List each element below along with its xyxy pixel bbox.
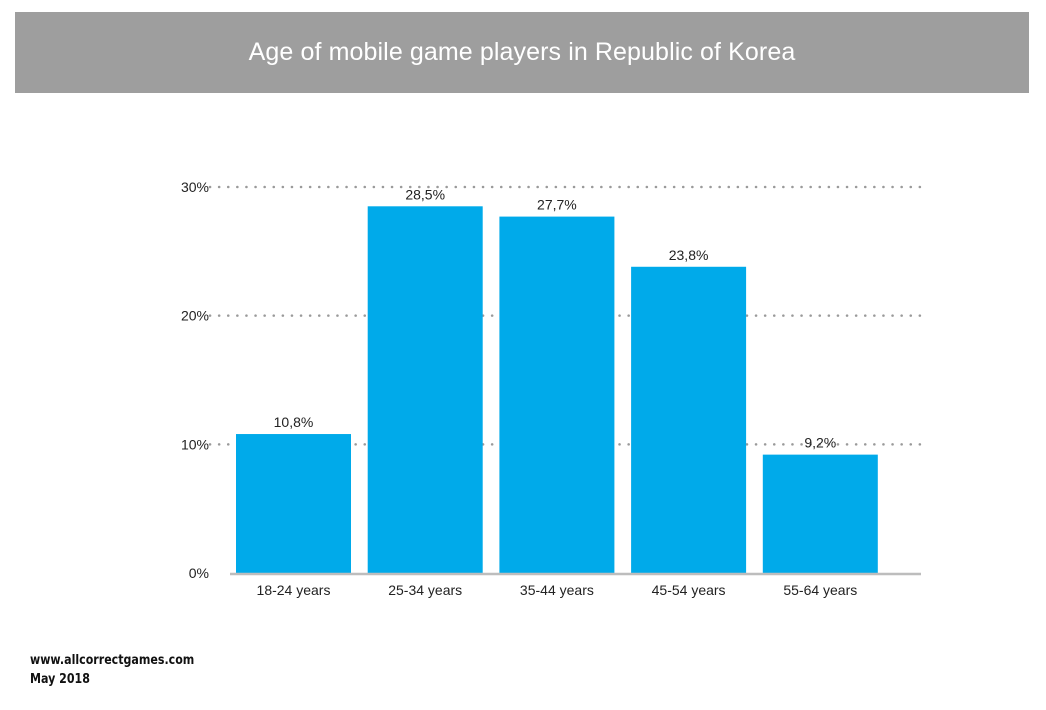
title-bar: Age of mobile game players in Republic o… [15,12,1029,93]
x-tick-label: 35-44 years [520,582,594,598]
data-label: 27,7% [537,197,577,213]
bar [367,206,483,574]
y-tick-label: 0% [189,565,209,581]
chart-title: Age of mobile game players in Republic o… [248,38,796,66]
y-tick-label: 20% [181,308,209,324]
bar [236,434,351,573]
data-label: 10,8% [274,414,314,430]
x-tick-label: 55-64 years [783,582,857,598]
footer: www.allcorrectgames.com May 2018 [30,651,194,689]
x-tick-label: 25-34 years [388,582,462,598]
x-tick-label: 18-24 years [257,582,331,598]
data-label: 28,5% [405,186,445,202]
data-label: 23,8% [669,247,709,263]
bar [762,454,878,573]
footer-date: May 2018 [30,672,90,687]
y-tick-label: 30% [181,179,209,195]
footer-website: www.allcorrectgames.com [30,653,195,668]
data-label: 9,2% [804,435,836,451]
bar [499,216,615,574]
bar [631,266,747,573]
x-tick-label: 45-54 years [652,582,726,598]
y-tick-label: 10% [181,436,209,452]
